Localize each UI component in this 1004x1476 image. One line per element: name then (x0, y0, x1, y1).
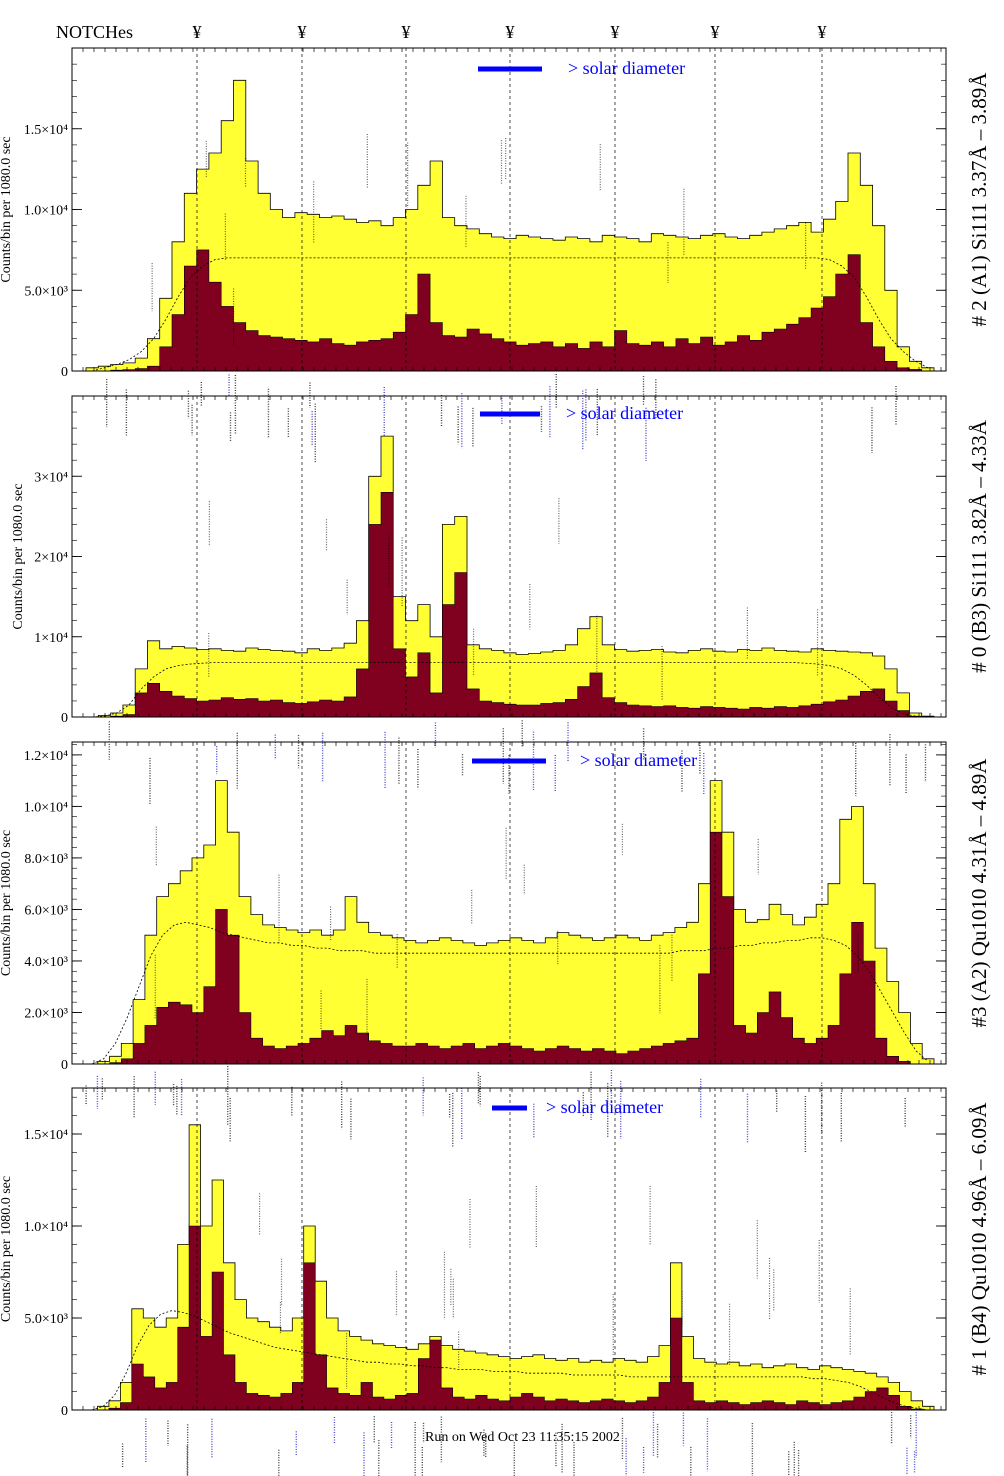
y-tick-label: 3×10⁴ (34, 470, 68, 485)
y-tick-label: 0 (61, 365, 68, 380)
y-tick-label: 1.0×10⁴ (24, 800, 68, 815)
panel-B3: 0 1×10⁴ 2×10⁴ 3×10⁴ Counts/bin per 1080.0 se… (11, 395, 991, 805)
notch-markers: ¥ ¥ ¥ ¥ ¥ ¥ ¥ (193, 22, 827, 42)
y-tick-label: 6.0×10³ (24, 903, 68, 918)
notch-marker-7: ¥ (818, 22, 827, 42)
y-tick-label: 4.0×10³ (24, 955, 68, 970)
y-tick-label: 0 (61, 711, 68, 726)
notch-marker-4: ¥ (506, 22, 515, 42)
y-axis-label: Counts/bin per 1080.0 sec (0, 830, 14, 976)
panel-title: # 1 (B4) Qu1010 4.96Å – 6.09Å (967, 1102, 991, 1376)
y-tick-label: 1.0×10⁴ (24, 1220, 68, 1235)
series-total-B4 (86, 1124, 935, 1411)
notch-marker-5: ¥ (611, 22, 620, 42)
panel-title: # 2 (A1) Si111 3.37Å – 3.89Å (967, 72, 991, 327)
notch-marker-6: ¥ (711, 22, 720, 42)
y-tick-label: 8.0×10³ (24, 852, 68, 867)
y-axis-label: Counts/bin per 1080.0 sec (11, 483, 26, 629)
y-axis-label: Counts/bin per 1080.0 sec (0, 1176, 14, 1322)
panel-A1: 0 5.0×10³ 1.0×10⁴ 1.5×10⁴ Counts/bin per 108… (0, 47, 991, 463)
notch-marker-1: ¥ (193, 22, 202, 42)
solar-diameter-label: > solar diameter (580, 750, 697, 770)
series-core-B3 (86, 492, 934, 718)
y-tick-label: 5.0×10³ (24, 284, 68, 299)
notch-marker-3: ¥ (402, 22, 411, 42)
series-total-A1 (85, 79, 935, 372)
solar-diameter-label: > solar diameter (568, 58, 685, 78)
y-tick-label: 5.0×10³ (24, 1312, 68, 1327)
plot-frame (71, 1087, 947, 1411)
panel-title: #3 (A2) Qu1010 4.31Å – 4.89Å (967, 758, 991, 1028)
y-tick-label: 0 (61, 1404, 68, 1419)
series-model-A1 (91, 257, 929, 372)
series-core-B4 (86, 1225, 934, 1411)
notches-label: NOTCHes (56, 22, 133, 42)
run-timestamp: Run on Wed Oct 23 11:35:15 2002 (425, 1430, 620, 1445)
panel-title: # 0 (B3) Si111 3.82Å – 4.33Å (967, 419, 991, 673)
panel-A2: 0 2.0×10³ 4.0×10³ 6.0×10³ 8.0×10³ 1.0×10⁴ 1.2×… (0, 741, 991, 1153)
y-tick-label: 2×10⁴ (34, 551, 68, 566)
y-tick-label: 1.0×10⁴ (24, 204, 68, 219)
series-core-A2 (86, 831, 934, 1065)
solar-diameter-label: > solar diameter (546, 1097, 663, 1117)
panel-B4: 0 5.0×10³ 1.0×10⁴ 1.5×10⁴ Counts/bin per 108… (0, 1087, 991, 1476)
solar-diameter-label: > solar diameter (566, 403, 683, 423)
y-axis-label: Counts/bin per 1080.0 sec (0, 136, 14, 282)
plot-frame (71, 741, 947, 1065)
notch-marker-2: ¥ (298, 22, 307, 42)
series-core-A1 (86, 249, 934, 372)
y-tick-label: 1.5×10⁴ (24, 123, 68, 138)
y-tick-label: 0 (61, 1058, 68, 1073)
y-tick-label: 1.2×10⁴ (24, 749, 68, 764)
y-tick-label: 1.5×10⁴ (24, 1128, 68, 1143)
y-tick-label: 1×10⁴ (34, 631, 68, 646)
notches-header: NOTCHes ¥ ¥ ¥ ¥ ¥ ¥ ¥ (56, 22, 827, 42)
panels: 0 5.0×10³ 1.0×10⁴ 1.5×10⁴ Counts/bin per 108… (0, 47, 991, 1476)
y-tick-label: 2.0×10³ (24, 1006, 68, 1021)
